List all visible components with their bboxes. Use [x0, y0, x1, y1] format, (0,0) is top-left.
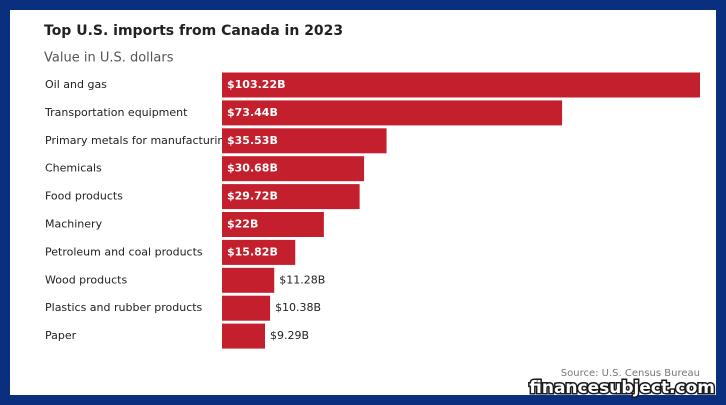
category-label: Oil and gas [45, 78, 107, 91]
category-label: Transportation equipment [44, 106, 188, 119]
bar [222, 156, 365, 182]
value-label: $15.82B [227, 245, 278, 258]
category-label: Plastics and rubber products [45, 301, 203, 314]
chart-subtitle: Value in U.S. dollars [44, 51, 174, 66]
bar [222, 184, 360, 210]
value-label: $11.28B [279, 273, 325, 286]
category-label: Food products [45, 190, 123, 203]
source: Source: U.S. Census Bureau [561, 368, 700, 379]
chart-title: Top U.S. imports from Canada in 2023 [44, 23, 343, 39]
bar [222, 267, 275, 293]
bar [222, 212, 324, 237]
bar [222, 72, 700, 98]
value-label: $22B [227, 218, 258, 231]
bar [222, 239, 296, 265]
bar [222, 128, 387, 154]
category-label: Primary metals for manufacturing [45, 134, 231, 147]
value-label: $30.68B [227, 162, 278, 175]
bar [222, 323, 266, 349]
value-label: $103.22B [227, 78, 286, 91]
value-label: $73.44B [227, 106, 278, 119]
value-label: $10.38B [275, 301, 321, 314]
bar [222, 100, 563, 126]
watermark: financesubject.com [529, 378, 715, 398]
value-label: $9.29B [270, 329, 309, 342]
value-label: $35.53B [227, 134, 278, 147]
category-label: Wood products [45, 273, 127, 286]
value-label: $29.72B [227, 190, 278, 203]
bar [222, 295, 271, 321]
category-label: Paper [45, 329, 77, 342]
category-label: Machinery [45, 218, 103, 231]
category-label: Petroleum and coal products [45, 245, 203, 258]
category-label: Chemicals [45, 162, 102, 175]
